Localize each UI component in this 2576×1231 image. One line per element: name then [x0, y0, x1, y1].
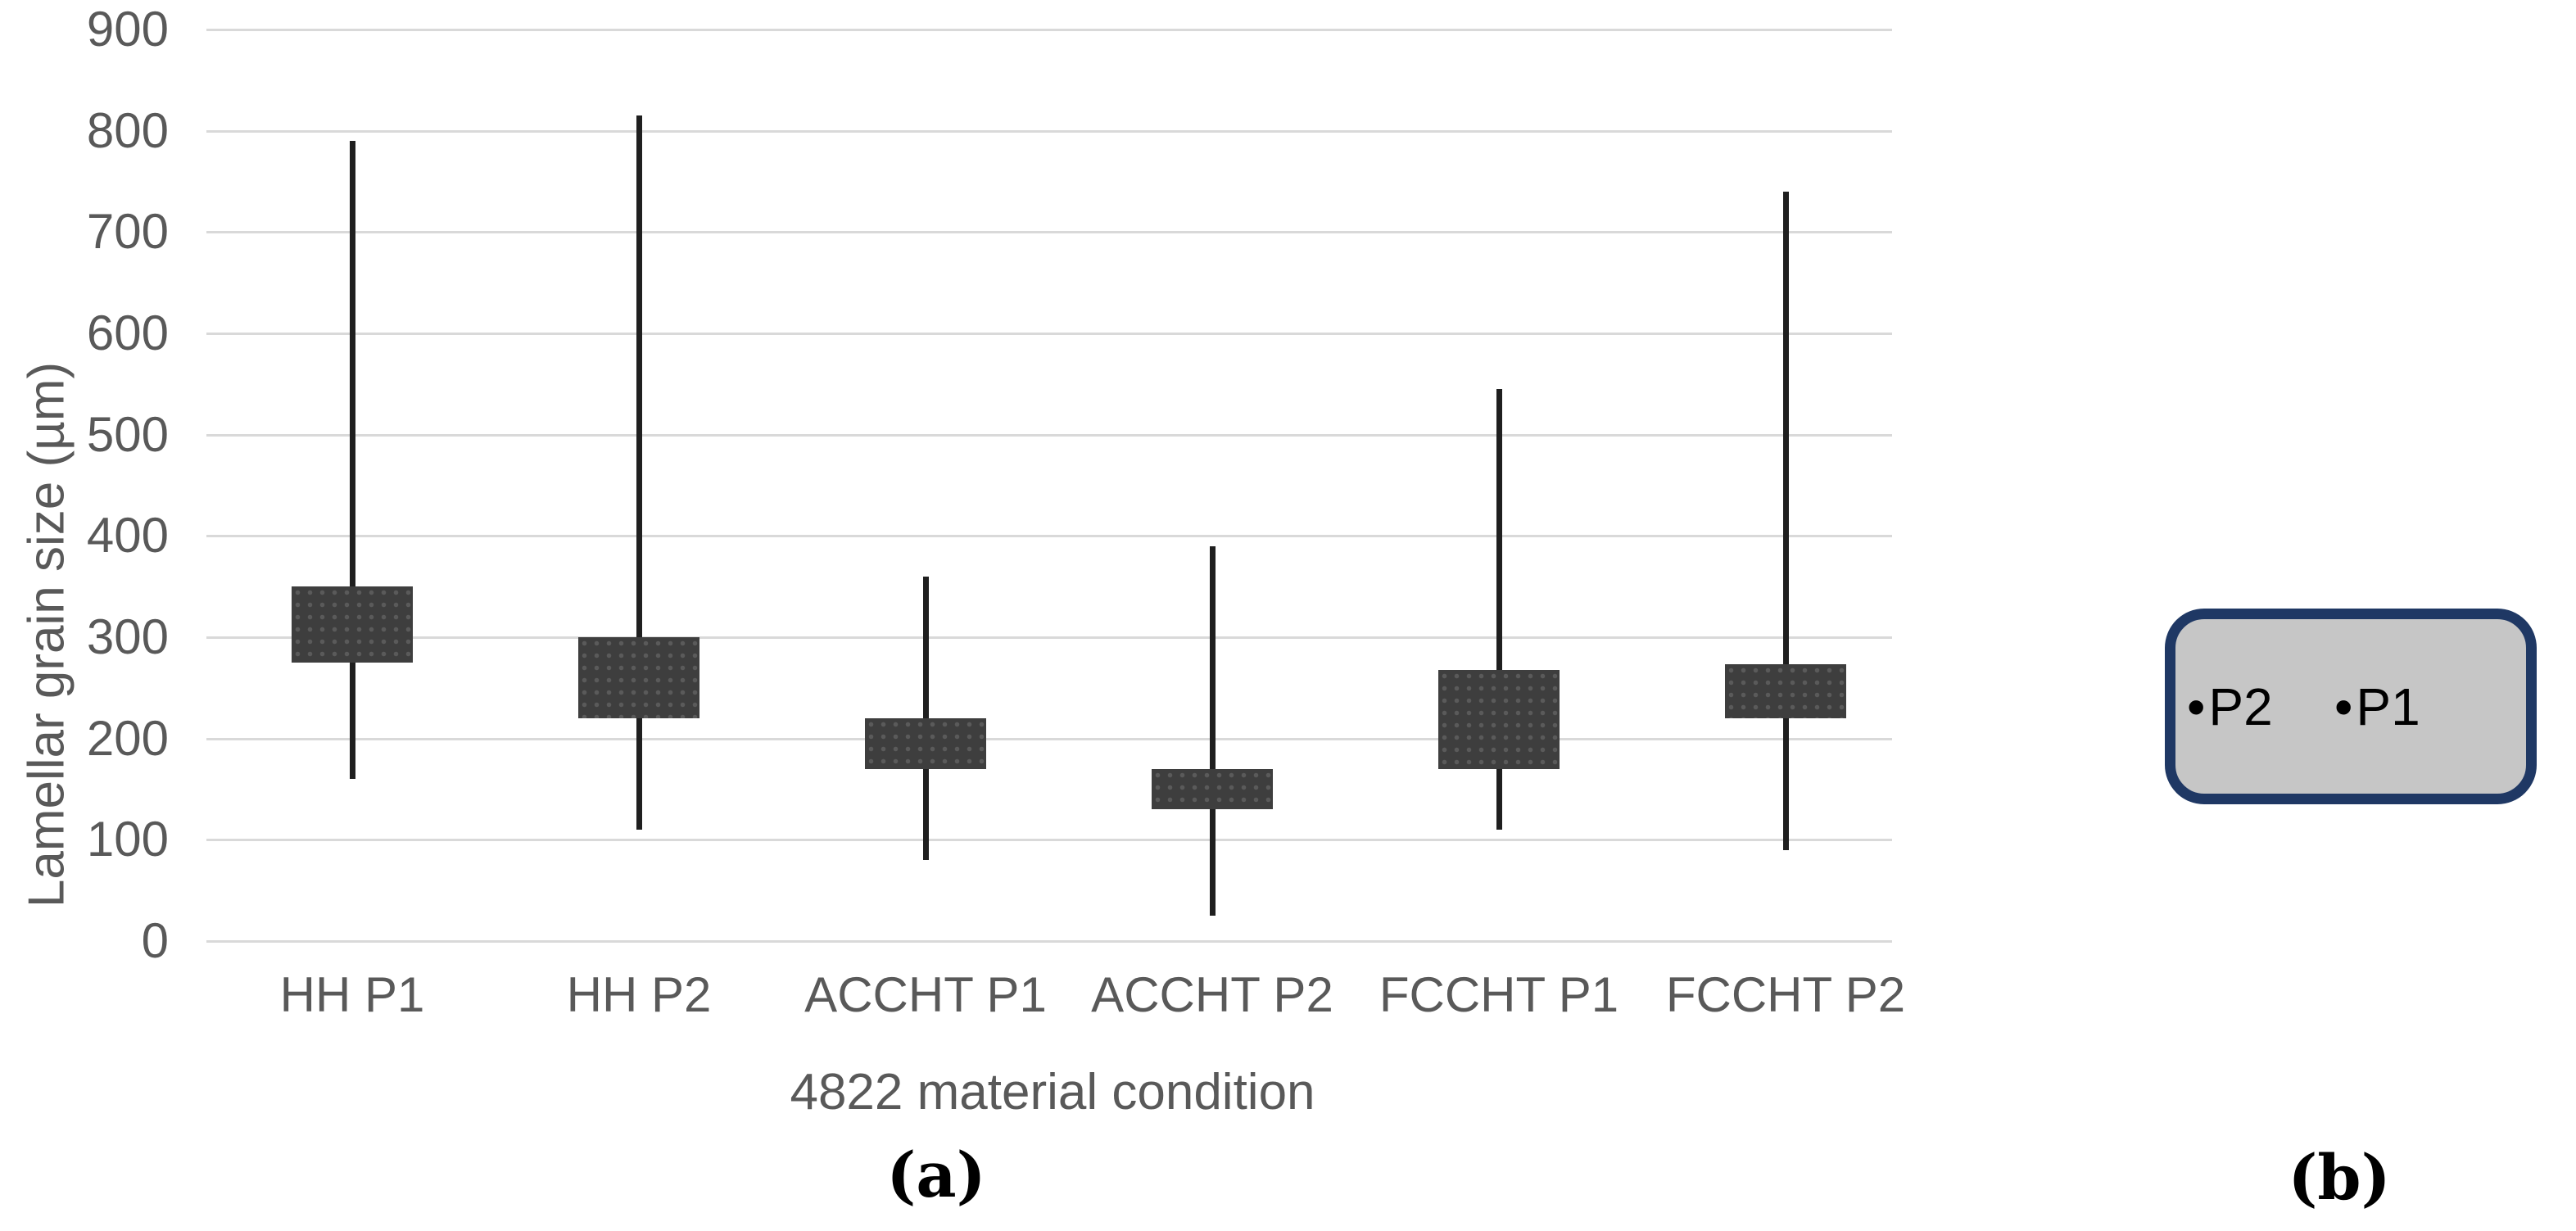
- whisker-hh-p2: [636, 115, 642, 830]
- gridline: [206, 636, 1892, 639]
- x-tick-label: ACCHT P2: [1091, 967, 1333, 1022]
- y-tick-label: 500: [86, 406, 169, 462]
- box-hh-p2: [578, 637, 699, 718]
- y-tick-label: 700: [86, 204, 169, 260]
- x-tick-label: FCCHT P2: [1665, 967, 1906, 1022]
- y-tick-label: 300: [86, 609, 169, 664]
- box-fccht-p1: [1438, 669, 1560, 769]
- x-tick-label: HH P2: [566, 967, 712, 1022]
- sample-schematic: • P2 • P1: [2165, 609, 2537, 804]
- box-fccht-p2: [1725, 664, 1846, 718]
- point-label: P2: [2208, 677, 2273, 736]
- whisker-fccht-p1: [1496, 389, 1502, 830]
- x-tick-label: HH P1: [279, 967, 425, 1022]
- y-tick-label: 800: [86, 102, 169, 158]
- box-hh-p1: [292, 586, 413, 663]
- gridline: [206, 535, 1892, 538]
- gridline: [206, 839, 1892, 842]
- gridline: [206, 29, 1892, 31]
- y-tick-label: 600: [86, 305, 169, 360]
- point-label: P1: [2356, 677, 2420, 736]
- whisker-hh-p1: [349, 141, 355, 780]
- whisker-fccht-p2: [1782, 191, 1789, 850]
- y-axis-title: Lamellar grain size (µm): [18, 361, 75, 908]
- whisker-accht-p2: [1209, 545, 1216, 916]
- box-accht-p1: [865, 717, 986, 769]
- point-marker-icon: •: [2187, 677, 2206, 736]
- gridline: [206, 333, 1892, 335]
- y-tick-label: 200: [86, 710, 169, 766]
- subfigure-caption-a: (a): [886, 1138, 986, 1211]
- x-axis-title: 4822 material condition: [790, 1064, 1315, 1120]
- point-marker-icon: •: [2334, 677, 2353, 736]
- gridline: [206, 231, 1892, 234]
- y-tick-label: 100: [86, 812, 169, 867]
- gridline: [206, 433, 1892, 437]
- subfigure-caption-b: (b): [2288, 1141, 2391, 1214]
- y-tick-label: 400: [86, 508, 169, 563]
- sample-point-p2: • P2: [2187, 677, 2273, 737]
- y-tick-label: 900: [86, 2, 169, 57]
- y-tick-label: 0: [141, 913, 169, 968]
- x-tick-label: ACCHT P1: [804, 967, 1047, 1022]
- gridline: [206, 940, 1892, 943]
- box-accht-p2: [1152, 768, 1273, 810]
- sample-point-p1: • P1: [2334, 677, 2420, 737]
- gridline: [206, 129, 1892, 133]
- x-tick-label: FCCHT P1: [1379, 967, 1619, 1022]
- gridline: [206, 737, 1892, 740]
